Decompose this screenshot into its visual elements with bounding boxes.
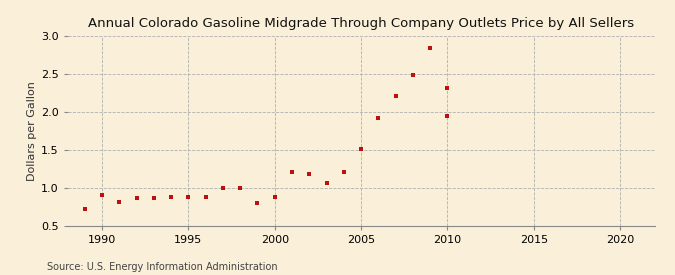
Point xyxy=(269,194,280,199)
Text: Source: U.S. Energy Information Administration: Source: U.S. Energy Information Administ… xyxy=(47,262,278,272)
Point xyxy=(338,169,349,174)
Point xyxy=(425,46,435,50)
Point xyxy=(321,181,332,185)
Point xyxy=(408,73,418,78)
Point xyxy=(148,196,159,200)
Point xyxy=(235,186,246,191)
Point xyxy=(252,201,263,206)
Y-axis label: Dollars per Gallon: Dollars per Gallon xyxy=(26,81,36,181)
Point xyxy=(287,170,298,175)
Point xyxy=(80,207,90,211)
Point xyxy=(131,196,142,200)
Point xyxy=(390,94,401,99)
Point xyxy=(166,195,177,200)
Point xyxy=(304,172,315,176)
Point xyxy=(442,114,453,119)
Point xyxy=(183,194,194,199)
Point xyxy=(200,195,211,200)
Point xyxy=(442,86,453,90)
Point xyxy=(373,116,384,120)
Point xyxy=(356,147,367,151)
Title: Annual Colorado Gasoline Midgrade Through Company Outlets Price by All Sellers: Annual Colorado Gasoline Midgrade Throug… xyxy=(88,17,634,31)
Point xyxy=(217,186,228,191)
Point xyxy=(97,193,107,197)
Point xyxy=(114,200,125,204)
